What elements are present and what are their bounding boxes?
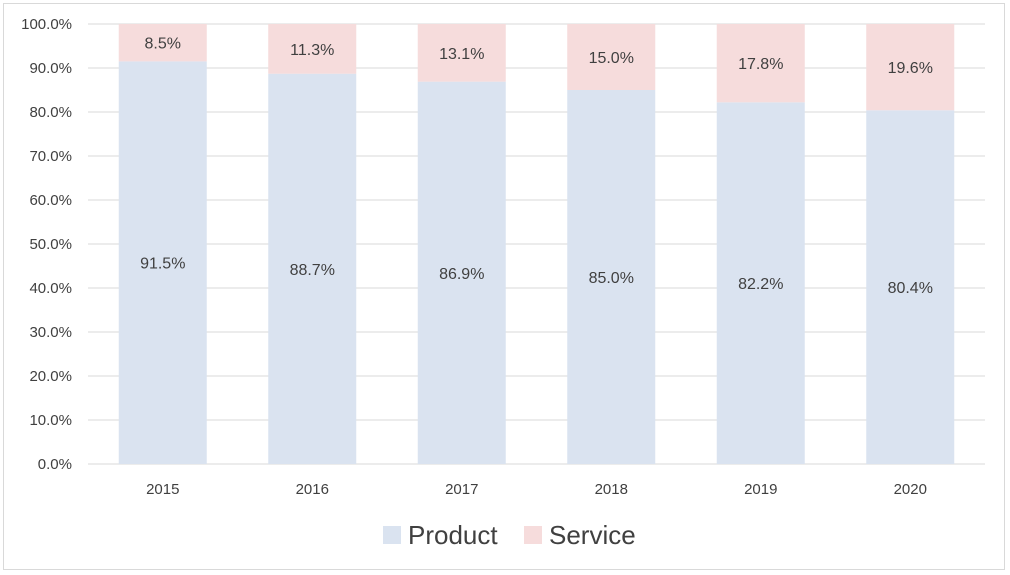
y-tick-label: 100.0% bbox=[21, 16, 72, 33]
bar-product-2020 bbox=[866, 110, 955, 465]
legend-label: Product bbox=[408, 520, 498, 550]
x-tick-label: 2016 bbox=[296, 481, 329, 498]
data-labels: 91.5% 8.5% 88.7% 11.3% 86.9% 13.1% 85.0% 15.0% 8… bbox=[140, 36, 933, 297]
legend: Product Service bbox=[383, 520, 636, 550]
y-tick-label: 80.0% bbox=[29, 104, 72, 121]
x-tick-label: 2019 bbox=[744, 481, 777, 498]
x-tick-label: 2020 bbox=[894, 481, 927, 498]
y-axis-ticks: 0.0% 10.0% 20.0% 30.0% 40.0% 50.0% 60.0% 70.0% 8… bbox=[21, 16, 72, 473]
data-label-service-2019: 17.8% bbox=[738, 56, 783, 73]
legend-swatch bbox=[524, 526, 542, 544]
y-tick-label: 20.0% bbox=[29, 368, 72, 385]
bar-service-2019 bbox=[716, 24, 805, 103]
legend-item-service: Service bbox=[524, 520, 636, 550]
bar-product-2019 bbox=[716, 102, 805, 464]
bar-service-2015 bbox=[118, 24, 207, 62]
y-tick-label: 30.0% bbox=[29, 324, 72, 341]
bar-product-2018 bbox=[567, 90, 656, 464]
x-axis-ticks: 2015 2016 2017 2018 2019 2020 bbox=[146, 481, 927, 498]
data-label-service-2015: 8.5% bbox=[145, 36, 181, 53]
data-label-service-2020: 19.6% bbox=[888, 60, 933, 77]
bar-product-2017 bbox=[417, 81, 506, 464]
y-tick-label: 60.0% bbox=[29, 192, 72, 209]
bar-service-2017 bbox=[417, 24, 506, 82]
data-label-product-2017: 86.9% bbox=[439, 266, 484, 283]
bar-service-2016 bbox=[268, 24, 357, 74]
y-tick-label: 0.0% bbox=[38, 456, 72, 473]
bar-product-2016 bbox=[268, 73, 357, 464]
data-label-product-2020: 80.4% bbox=[888, 280, 933, 297]
x-tick-label: 2017 bbox=[445, 481, 478, 498]
legend-item-product: Product bbox=[383, 520, 498, 550]
data-label-service-2018: 15.0% bbox=[589, 50, 634, 67]
bar-product-2015 bbox=[118, 61, 207, 465]
y-tick-label: 10.0% bbox=[29, 412, 72, 429]
bar-service-2018 bbox=[567, 24, 656, 90]
legend-label: Service bbox=[549, 520, 636, 550]
data-label-product-2016: 88.7% bbox=[290, 262, 335, 279]
data-label-product-2015: 91.5% bbox=[140, 256, 185, 273]
y-tick-label: 70.0% bbox=[29, 148, 72, 165]
y-tick-label: 40.0% bbox=[29, 280, 72, 297]
bar-service-2020 bbox=[866, 24, 955, 111]
data-label-service-2016: 11.3% bbox=[290, 42, 334, 59]
data-label-product-2018: 85.0% bbox=[589, 270, 634, 287]
legend-swatch bbox=[383, 526, 401, 544]
bars bbox=[118, 24, 955, 465]
x-tick-label: 2015 bbox=[146, 481, 179, 498]
data-label-product-2019: 82.2% bbox=[738, 276, 783, 293]
gridlines bbox=[88, 23, 985, 465]
y-tick-label: 90.0% bbox=[29, 60, 72, 77]
y-tick-label: 50.0% bbox=[29, 236, 72, 253]
data-label-service-2017: 13.1% bbox=[439, 46, 484, 63]
x-tick-label: 2018 bbox=[595, 481, 628, 498]
